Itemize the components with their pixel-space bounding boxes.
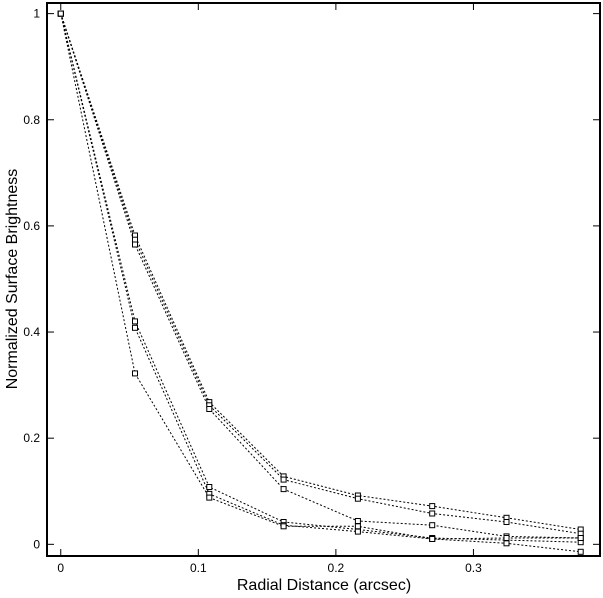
- x-axis-title: Radial Distance (arcsec): [237, 577, 411, 594]
- series-line-6: [60, 13, 581, 540]
- series-line-1: [60, 13, 581, 530]
- data-point-marker: [577, 548, 584, 555]
- data-point-marker: [206, 494, 213, 501]
- data-point-marker: [429, 510, 436, 517]
- x-tick-label: 0.1: [190, 561, 207, 575]
- data-point-marker: [57, 10, 64, 17]
- y-tick-label: 0.2: [23, 431, 40, 445]
- y-tick-label: 0: [33, 537, 40, 551]
- data-point-marker: [429, 536, 436, 542]
- axis-ticks: 0 0.1 0.2 0.3 0 0.2 0.4 0.6 0.8 1: [23, 3, 600, 575]
- data-point-marker: [280, 476, 287, 483]
- x-tick-label: 0: [57, 561, 64, 575]
- data-point-marker: [280, 486, 287, 493]
- data-point-marker: [206, 484, 213, 490]
- plot-frame: [46, 2, 601, 557]
- data-point-marker: [503, 540, 510, 547]
- data-point-marker: [132, 236, 138, 243]
- y-tick-label: 0.6: [23, 219, 40, 233]
- data-point-marker: [577, 535, 584, 541]
- y-axis-title: Normalized Surface Brightness: [4, 169, 21, 390]
- series-line-2: [60, 13, 581, 535]
- data-point-marker: [503, 535, 510, 541]
- data-point-marker: [132, 318, 138, 325]
- data-point-marker: [354, 528, 361, 535]
- series-layer: [57, 10, 584, 555]
- data-point-marker: [503, 519, 510, 525]
- series-line-4: [60, 13, 581, 543]
- data-point-marker: [429, 503, 436, 510]
- data-point-marker: [354, 518, 361, 524]
- y-tick-label: 0.8: [23, 113, 40, 127]
- data-point-marker: [132, 241, 138, 248]
- data-point-marker: [132, 370, 138, 377]
- series-line-5: [60, 13, 581, 553]
- data-point-marker: [132, 324, 138, 331]
- data-point-marker: [429, 522, 436, 529]
- data-point-marker: [206, 406, 213, 412]
- data-point-marker: [354, 523, 361, 530]
- y-tick-label: 1: [33, 7, 40, 21]
- x-tick-label: 0.2: [328, 561, 345, 575]
- data-point-marker: [354, 495, 361, 502]
- x-tick-label: 0.3: [465, 561, 482, 575]
- data-point-marker: [280, 523, 287, 530]
- y-tick-label: 0.4: [23, 325, 40, 339]
- series-line-3: [60, 13, 581, 539]
